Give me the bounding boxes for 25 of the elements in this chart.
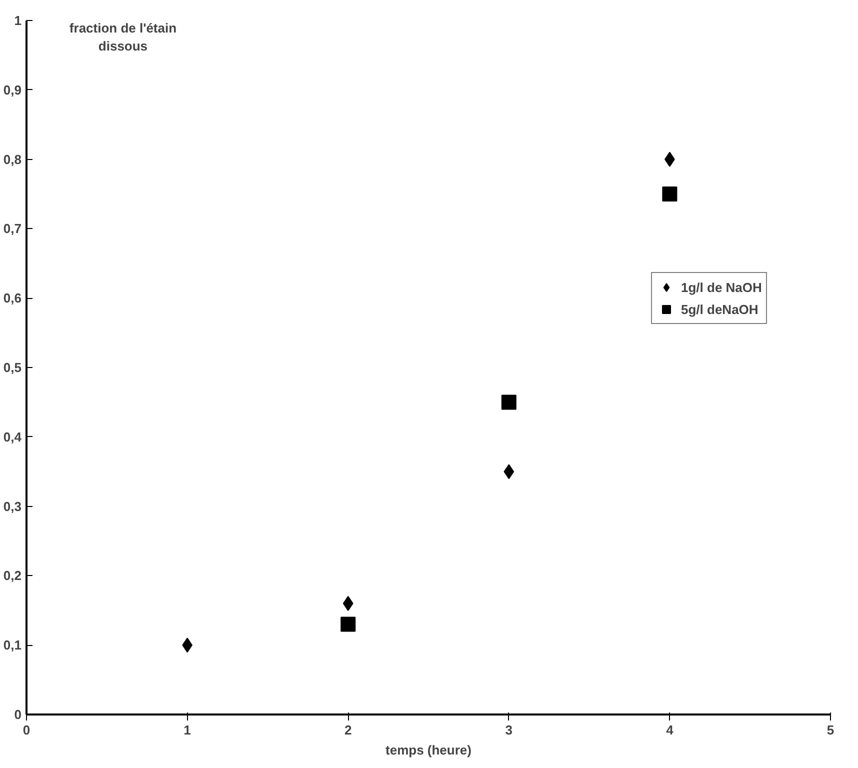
point xyxy=(501,394,516,410)
x-tick-label: 2 xyxy=(344,722,352,738)
y-tick-label: 0,9 xyxy=(3,82,22,98)
legend-label: 5g/l deNaOH xyxy=(681,302,758,316)
x-tick-label: 5 xyxy=(826,722,834,738)
y-tick-label: 0,7 xyxy=(3,221,22,236)
legend-label: 1g/l de NaOH xyxy=(681,280,762,294)
point xyxy=(504,464,514,480)
point xyxy=(662,186,678,202)
x-tick-label: 4 xyxy=(666,722,674,738)
point xyxy=(340,616,356,632)
y-tick-label: 1 xyxy=(14,13,22,28)
x-axis-title: temps (heure) xyxy=(386,742,472,758)
y-tick-label: 0,6 xyxy=(3,290,22,306)
y-tick-label: 0,8 xyxy=(3,152,22,167)
y-tick-label: 0,5 xyxy=(3,360,22,375)
point xyxy=(342,596,354,611)
y-axis-title: fraction de l'étain dissous xyxy=(69,20,177,54)
x-tick-label: 3 xyxy=(505,722,513,738)
y-tick-label: 0,4 xyxy=(3,429,22,444)
x-tick-label: 1 xyxy=(184,722,191,738)
y-tick-label: 0,2 xyxy=(3,568,22,584)
y-tick-label: 0,3 xyxy=(3,498,22,514)
y-tick-label: 0 xyxy=(14,707,22,722)
y-tick-label: 0,1 xyxy=(3,638,22,653)
